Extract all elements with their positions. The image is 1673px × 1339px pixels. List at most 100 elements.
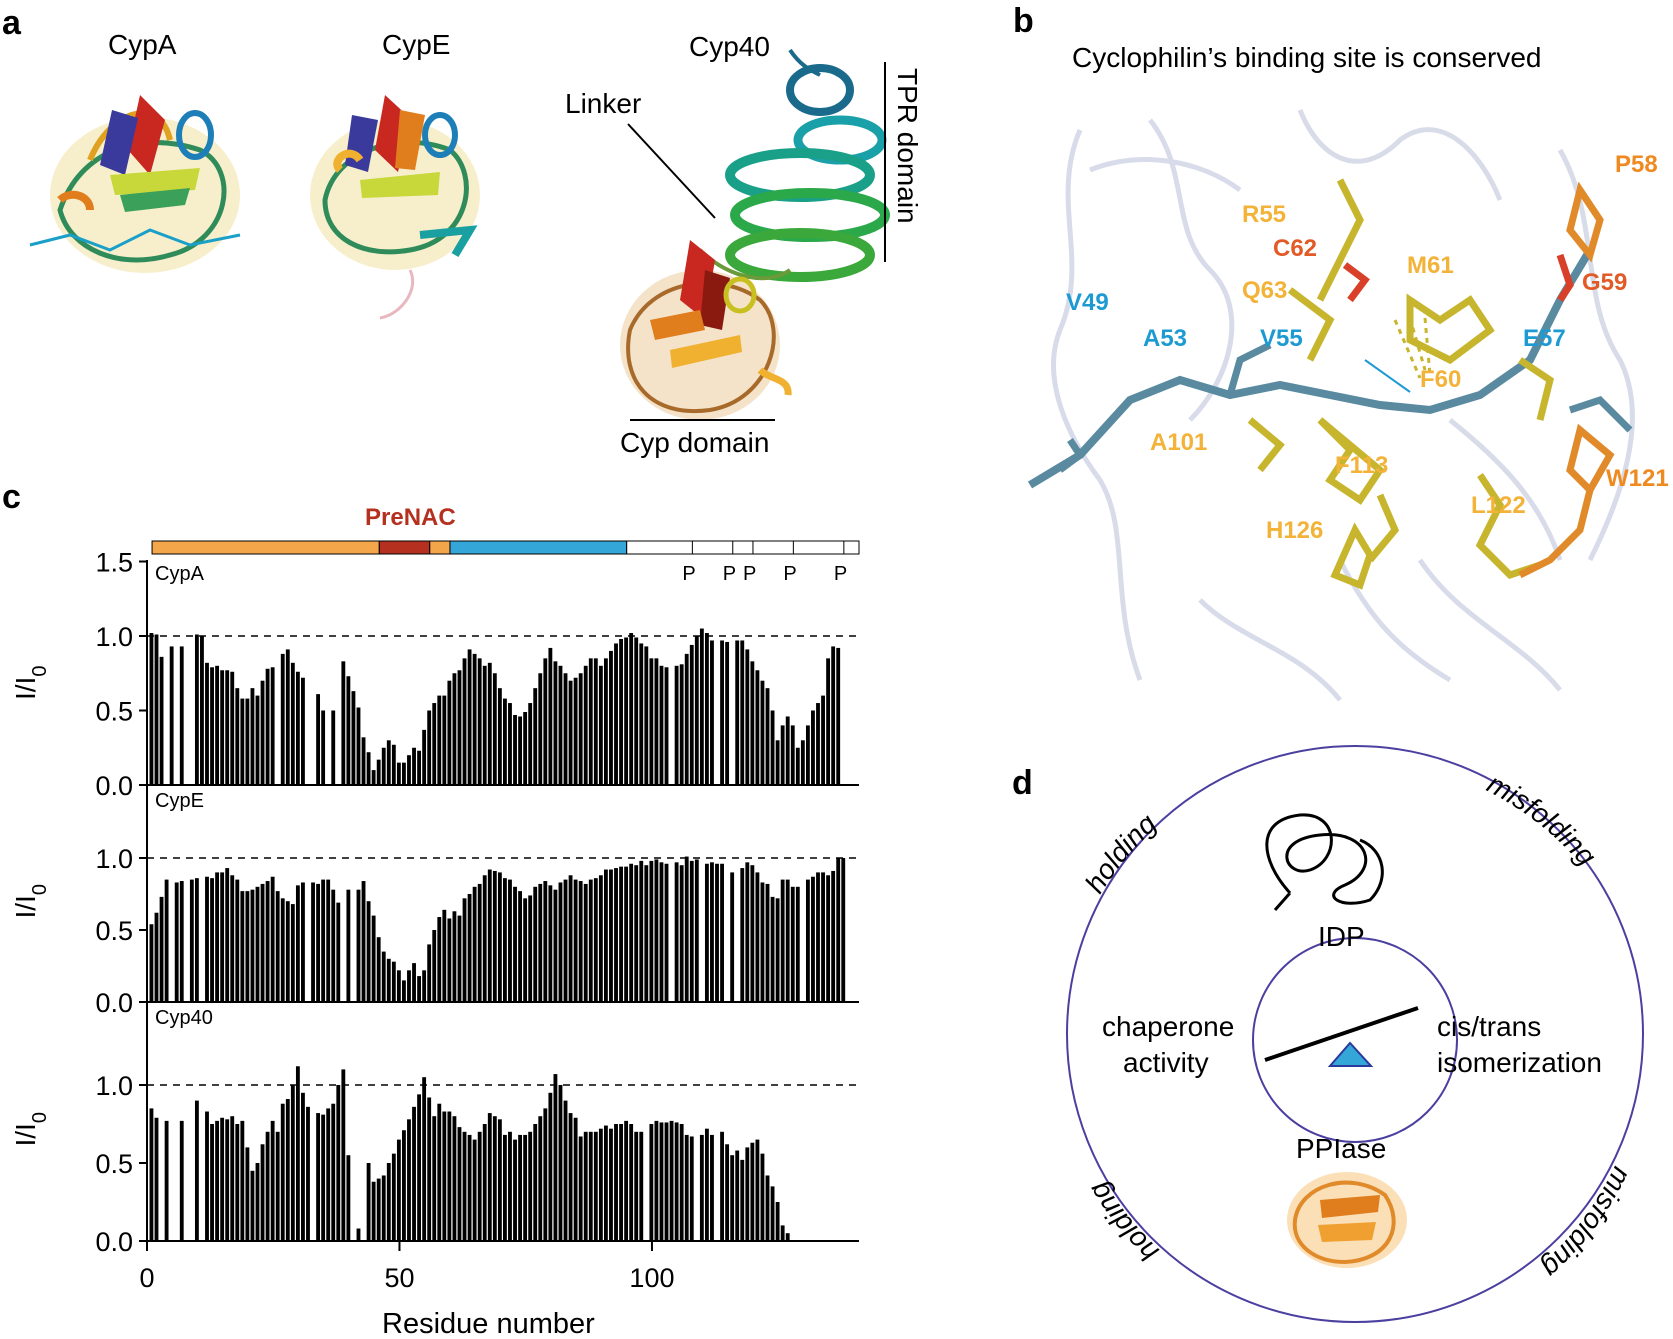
bar — [503, 878, 507, 1002]
bar — [210, 667, 214, 785]
bar — [745, 862, 750, 1002]
bar — [295, 1066, 300, 1241]
bar — [386, 958, 391, 1002]
bar — [790, 725, 795, 785]
bar — [805, 725, 810, 785]
bar — [664, 863, 669, 1002]
bar — [215, 665, 220, 785]
cypa-structure-illustration — [29, 95, 241, 273]
bar — [467, 649, 472, 785]
bar — [159, 656, 164, 785]
bar — [240, 1120, 245, 1241]
bar — [462, 1131, 467, 1241]
bar — [826, 658, 831, 785]
bar — [548, 885, 553, 1002]
bar — [205, 876, 209, 1002]
bar — [240, 891, 245, 1002]
bar — [285, 649, 290, 785]
bar — [780, 879, 785, 1002]
x-axis-label: Residue number — [382, 1308, 595, 1339]
bar — [230, 875, 235, 1002]
bar — [225, 670, 230, 785]
residue-label-v55: V55 — [1260, 325, 1303, 352]
bar — [609, 650, 613, 785]
bar — [694, 636, 699, 785]
bar — [179, 1120, 184, 1241]
bar — [452, 911, 457, 1002]
bar — [154, 634, 159, 785]
bar — [301, 1092, 305, 1241]
bar — [720, 863, 724, 1002]
bar — [250, 1170, 255, 1241]
bar — [487, 662, 492, 785]
bar — [275, 1131, 280, 1241]
bar — [497, 1119, 502, 1241]
bar — [412, 963, 416, 1002]
panel-label-a: a — [2, 4, 22, 42]
bar — [704, 1128, 709, 1241]
bar — [265, 881, 270, 1002]
bar — [149, 633, 154, 785]
cyp40-structure-illustration — [620, 48, 890, 420]
residue-label-l122: L122 — [1471, 492, 1526, 519]
bar — [417, 1094, 422, 1241]
arc-label-misfolding-bottom: misfolding — [1536, 1162, 1638, 1284]
bar — [391, 1153, 396, 1241]
bar — [588, 1131, 593, 1241]
bar — [800, 740, 805, 785]
bar — [321, 879, 326, 1002]
bar — [230, 671, 235, 785]
bar — [563, 1100, 568, 1241]
bar — [689, 1136, 694, 1241]
y-tick-label: 1.0 — [95, 1071, 133, 1101]
residue-label-f113: F113 — [1335, 452, 1388, 479]
bar — [422, 729, 427, 785]
y-tick-label: 1.0 — [95, 844, 133, 874]
bar — [432, 703, 437, 785]
bar — [477, 1131, 482, 1241]
bar — [821, 695, 825, 785]
bar — [730, 872, 735, 1002]
bar — [245, 1147, 250, 1241]
bar — [568, 875, 573, 1002]
bar — [346, 1155, 351, 1241]
cypa-title: CypA — [108, 29, 177, 60]
balance-beam-icon — [1264, 1006, 1419, 1062]
y-axis-label-subscript: 0 — [29, 884, 51, 895]
bar — [684, 1134, 689, 1241]
bar — [169, 646, 174, 785]
x-tick-label: 50 — [384, 1263, 414, 1293]
bar — [674, 862, 679, 1002]
bar — [765, 883, 770, 1002]
isomerization-label-line1: cis/trans — [1437, 1011, 1541, 1042]
bar — [159, 896, 164, 1002]
bar — [735, 1150, 740, 1241]
bar — [301, 677, 305, 785]
bar — [164, 879, 169, 1002]
bar — [689, 644, 694, 785]
bar — [341, 661, 346, 785]
bar — [351, 691, 356, 785]
bar — [735, 640, 740, 785]
bar — [644, 865, 649, 1002]
domain-segment — [378, 540, 431, 555]
bar — [179, 881, 184, 1002]
bar — [543, 658, 548, 785]
bar — [336, 902, 341, 1002]
residue-label-h126: H126 — [1266, 517, 1323, 544]
bar — [811, 876, 815, 1002]
bar — [336, 1085, 341, 1241]
residue-label-g59: G59 — [1582, 269, 1627, 296]
bar — [775, 740, 780, 785]
bar — [760, 680, 765, 785]
bar — [710, 862, 714, 1002]
bar — [457, 915, 462, 1002]
domain-segment — [429, 540, 451, 555]
bar — [553, 889, 558, 1002]
bar — [659, 1122, 664, 1241]
bar — [573, 1117, 578, 1241]
bar — [548, 1092, 553, 1241]
residue-label-e57: E57 — [1523, 325, 1566, 352]
bar — [578, 673, 583, 785]
bar — [578, 881, 583, 1002]
